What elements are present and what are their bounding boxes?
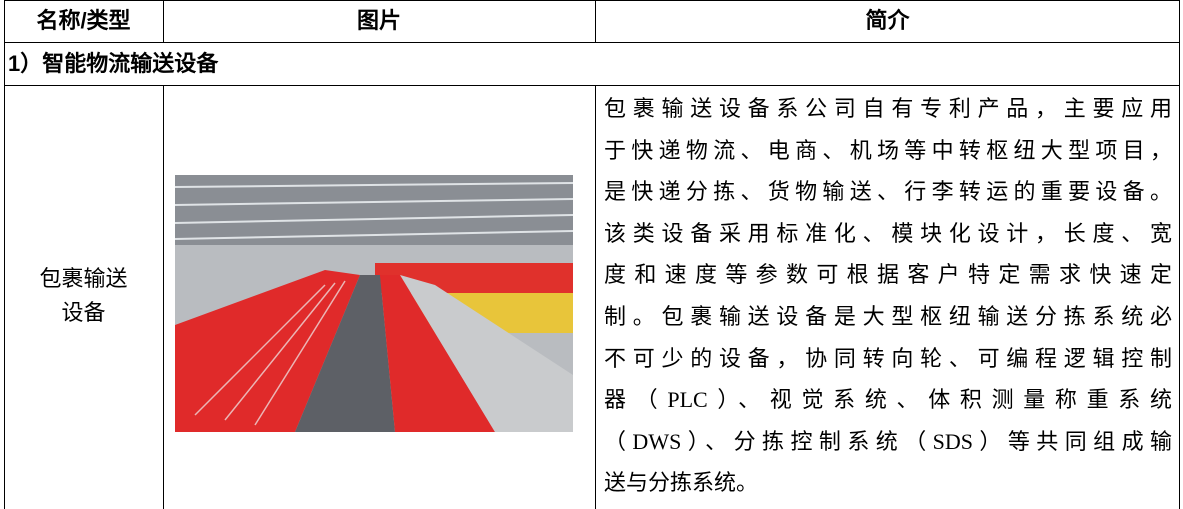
description-line: 于快递物流、电商、机场等中转枢纽大型项目，: [604, 137, 1172, 163]
product-photo: [175, 175, 573, 432]
description-line: 不可少的设备，协同转向轮、可编程逻辑控制: [604, 345, 1172, 371]
rule: [4, 42, 1180, 43]
description-line: （DWS）、分拣控制系统（SDS）等共同组成输: [604, 428, 1172, 454]
description-line: 是快递分拣、货物输送、行李转运的重要设备。: [604, 179, 1172, 205]
section-title: 1）智能物流输送设备: [8, 51, 219, 76]
description-line: 器（PLC）、视觉系统、体积测量称重系统: [604, 387, 1172, 413]
header-cell: 名称/类型: [36, 8, 131, 33]
row-name: 设备: [61, 300, 106, 325]
header-cell: 简介: [865, 8, 910, 33]
description-line: 度和速度等参数可根据客户特定需求快速定: [604, 262, 1172, 288]
description-line: 包裹输送设备系公司自有专利产品，主要应用: [604, 96, 1172, 121]
rule: [595, 85, 596, 509]
rule: [1179, 0, 1180, 509]
rule: [4, 85, 1180, 86]
rule: [4, 0, 5, 509]
description-line: 送与分拣系统。: [604, 470, 759, 496]
rule: [595, 0, 596, 42]
row-name: 包裹输送: [39, 266, 128, 291]
rule: [163, 0, 164, 42]
description-line: 该类设备采用标准化、模块化设计，长度、宽: [604, 220, 1172, 246]
description-line: 制。包裹输送设备是大型枢纽输送分拣系统必: [604, 304, 1172, 329]
header-cell: 图片: [356, 8, 401, 33]
rule: [4, 0, 1180, 1]
rule: [163, 85, 164, 509]
